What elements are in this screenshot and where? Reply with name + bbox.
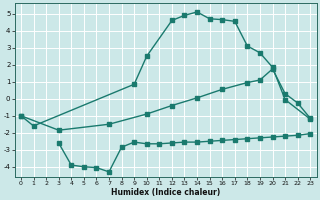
X-axis label: Humidex (Indice chaleur): Humidex (Indice chaleur) bbox=[111, 188, 220, 197]
